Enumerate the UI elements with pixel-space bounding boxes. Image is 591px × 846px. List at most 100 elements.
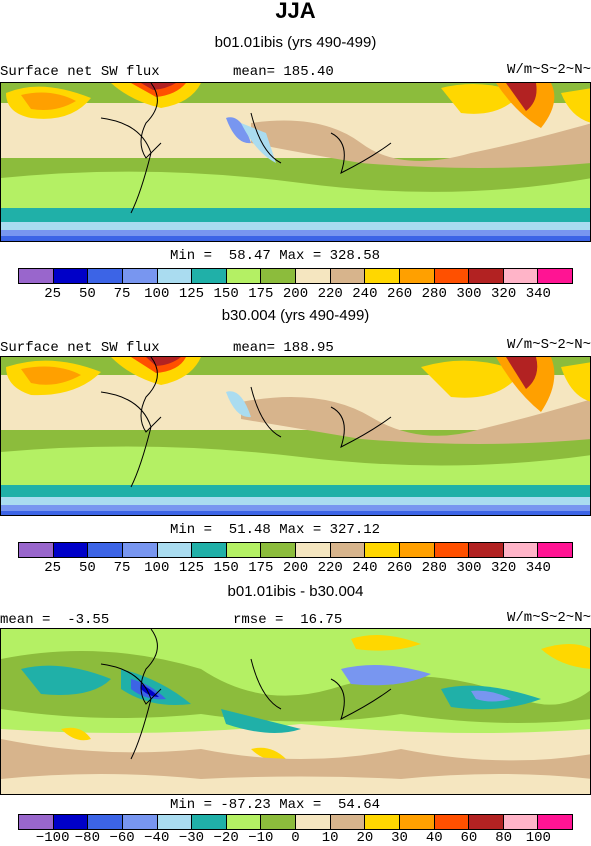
colorbar-tick: 10 [321,830,339,846]
panel-2-map [0,356,591,516]
panel-2-minmax: Min = 51.48 Max = 327.12 [170,522,381,538]
panel-2-subtitle: b30.004 (yrs 490-499) [221,307,370,324]
colorbar-tick: 280 [421,286,447,302]
colorbar-tick: 220 [317,286,343,302]
colorbar-tick: 300 [456,560,482,576]
colorbar-tick: −10 [248,830,274,846]
colorbar-swatch [261,543,296,557]
colorbar-tick: 320 [491,560,517,576]
colorbar-tick: 175 [248,286,274,302]
colorbar-swatch [330,815,366,829]
panel-1-mean-label: mean= 185.40 [233,64,334,80]
colorbar-tick: 150 [213,560,239,576]
panel-1-field-label: Surface net SW flux [0,64,160,80]
colorbar-swatch [192,815,227,829]
colorbar-tick: 125 [178,560,205,576]
panel-2-mean-label: mean= 188.95 [233,340,334,356]
panel-3-mean-label: mean = -3.55 [0,612,110,628]
colorbar-swatch [19,543,54,557]
colorbar-tick: −40 [144,830,170,846]
colorbar-tick: −80 [74,830,100,846]
colorbar-tick: 125 [178,286,205,302]
colorbar-swatch [157,269,193,283]
colorbar-tick: 40 [425,830,443,846]
colorbar-swatch [226,815,262,829]
panel-1-subtitle: b01.01ibis (yrs 490-499) [214,34,377,51]
panel-3-minmax: Min = -87.23 Max = 54.64 [170,797,381,813]
colorbar-swatch [434,815,470,829]
colorbar-swatch [330,543,366,557]
colorbar-swatch [53,815,89,829]
panel-1-colorbar [18,268,573,284]
panel-2-field-label: Surface net SW flux [0,340,160,356]
colorbar-tick: 0 [291,830,300,846]
colorbar-swatch [226,269,262,283]
colorbar-swatch [19,269,54,283]
colorbar-tick: 25 [44,286,62,302]
panel-3-units-label: W/m~S~2~N~ [506,610,591,626]
colorbar-tick: 150 [213,286,239,302]
colorbar-swatch [192,543,227,557]
colorbar-tick: 220 [317,560,343,576]
colorbar-swatch [330,269,366,283]
colorbar-swatch [503,269,539,283]
colorbar-tick: −100 [35,830,70,846]
colorbar-tick: 175 [248,560,274,576]
panel-1-colorbar-ticks: 25 50 75 100 125 150 175 200 220 240 260… [0,286,591,304]
panel-3-rmse-label: rmse = 16.75 [233,612,343,628]
colorbar-swatch [538,543,572,557]
panel-3-map [0,628,591,795]
colorbar-tick: 280 [421,560,447,576]
colorbar-swatch [434,269,470,283]
colorbar-tick: 100 [144,560,170,576]
colorbar-tick: 200 [282,560,309,576]
colorbar-swatch [226,543,262,557]
colorbar-tick: 200 [282,286,309,302]
colorbar-tick: 240 [352,286,378,302]
colorbar-tick: 240 [352,560,378,576]
colorbar-swatch [434,543,470,557]
colorbar-tick: 30 [391,830,408,846]
colorbar-swatch [399,815,435,829]
colorbar-swatch [365,269,400,283]
colorbar-swatch [296,543,331,557]
colorbar-tick: −30 [178,830,205,846]
panel-3-colorbar [18,814,573,830]
figure-title: JJA [275,0,316,23]
colorbar-tick: 260 [386,286,413,302]
panel-1-units-label: W/m~S~2~N~ [506,62,591,78]
colorbar-swatch [88,815,123,829]
colorbar-tick: 50 [78,286,96,302]
colorbar-swatch [503,815,539,829]
colorbar-tick: 100 [525,830,551,846]
colorbar-tick: 300 [456,286,482,302]
colorbar-tick: 75 [113,286,131,302]
colorbar-swatch [469,543,504,557]
colorbar-tick: 60 [460,830,478,846]
colorbar-swatch [538,269,572,283]
colorbar-swatch [365,543,400,557]
colorbar-tick: 320 [491,286,517,302]
colorbar-swatch [53,269,89,283]
colorbar-swatch [157,815,193,829]
colorbar-swatch [538,815,572,829]
colorbar-swatch [88,269,123,283]
colorbar-swatch [261,815,296,829]
colorbar-swatch [365,815,400,829]
colorbar-tick: 260 [386,560,413,576]
colorbar-swatch [469,269,504,283]
panel-2-units-label: W/m~S~2~N~ [506,337,591,353]
colorbar-swatch [122,269,158,283]
colorbar-tick: 80 [495,830,513,846]
colorbar-swatch [192,269,227,283]
colorbar-swatch [88,543,123,557]
colorbar-tick: −60 [109,830,135,846]
panel-3-colorbar-ticks: −100 −80 −60 −40 −30 −20 −10 0 10 20 30 … [0,830,591,846]
panel-2-colorbar [18,542,573,558]
panel-1-map [0,82,591,242]
colorbar-swatch [399,269,435,283]
colorbar-swatch [296,269,331,283]
colorbar-tick: 100 [144,286,170,302]
panel-3-subtitle: b01.01ibis - b30.004 [227,583,364,600]
colorbar-swatch [296,815,331,829]
